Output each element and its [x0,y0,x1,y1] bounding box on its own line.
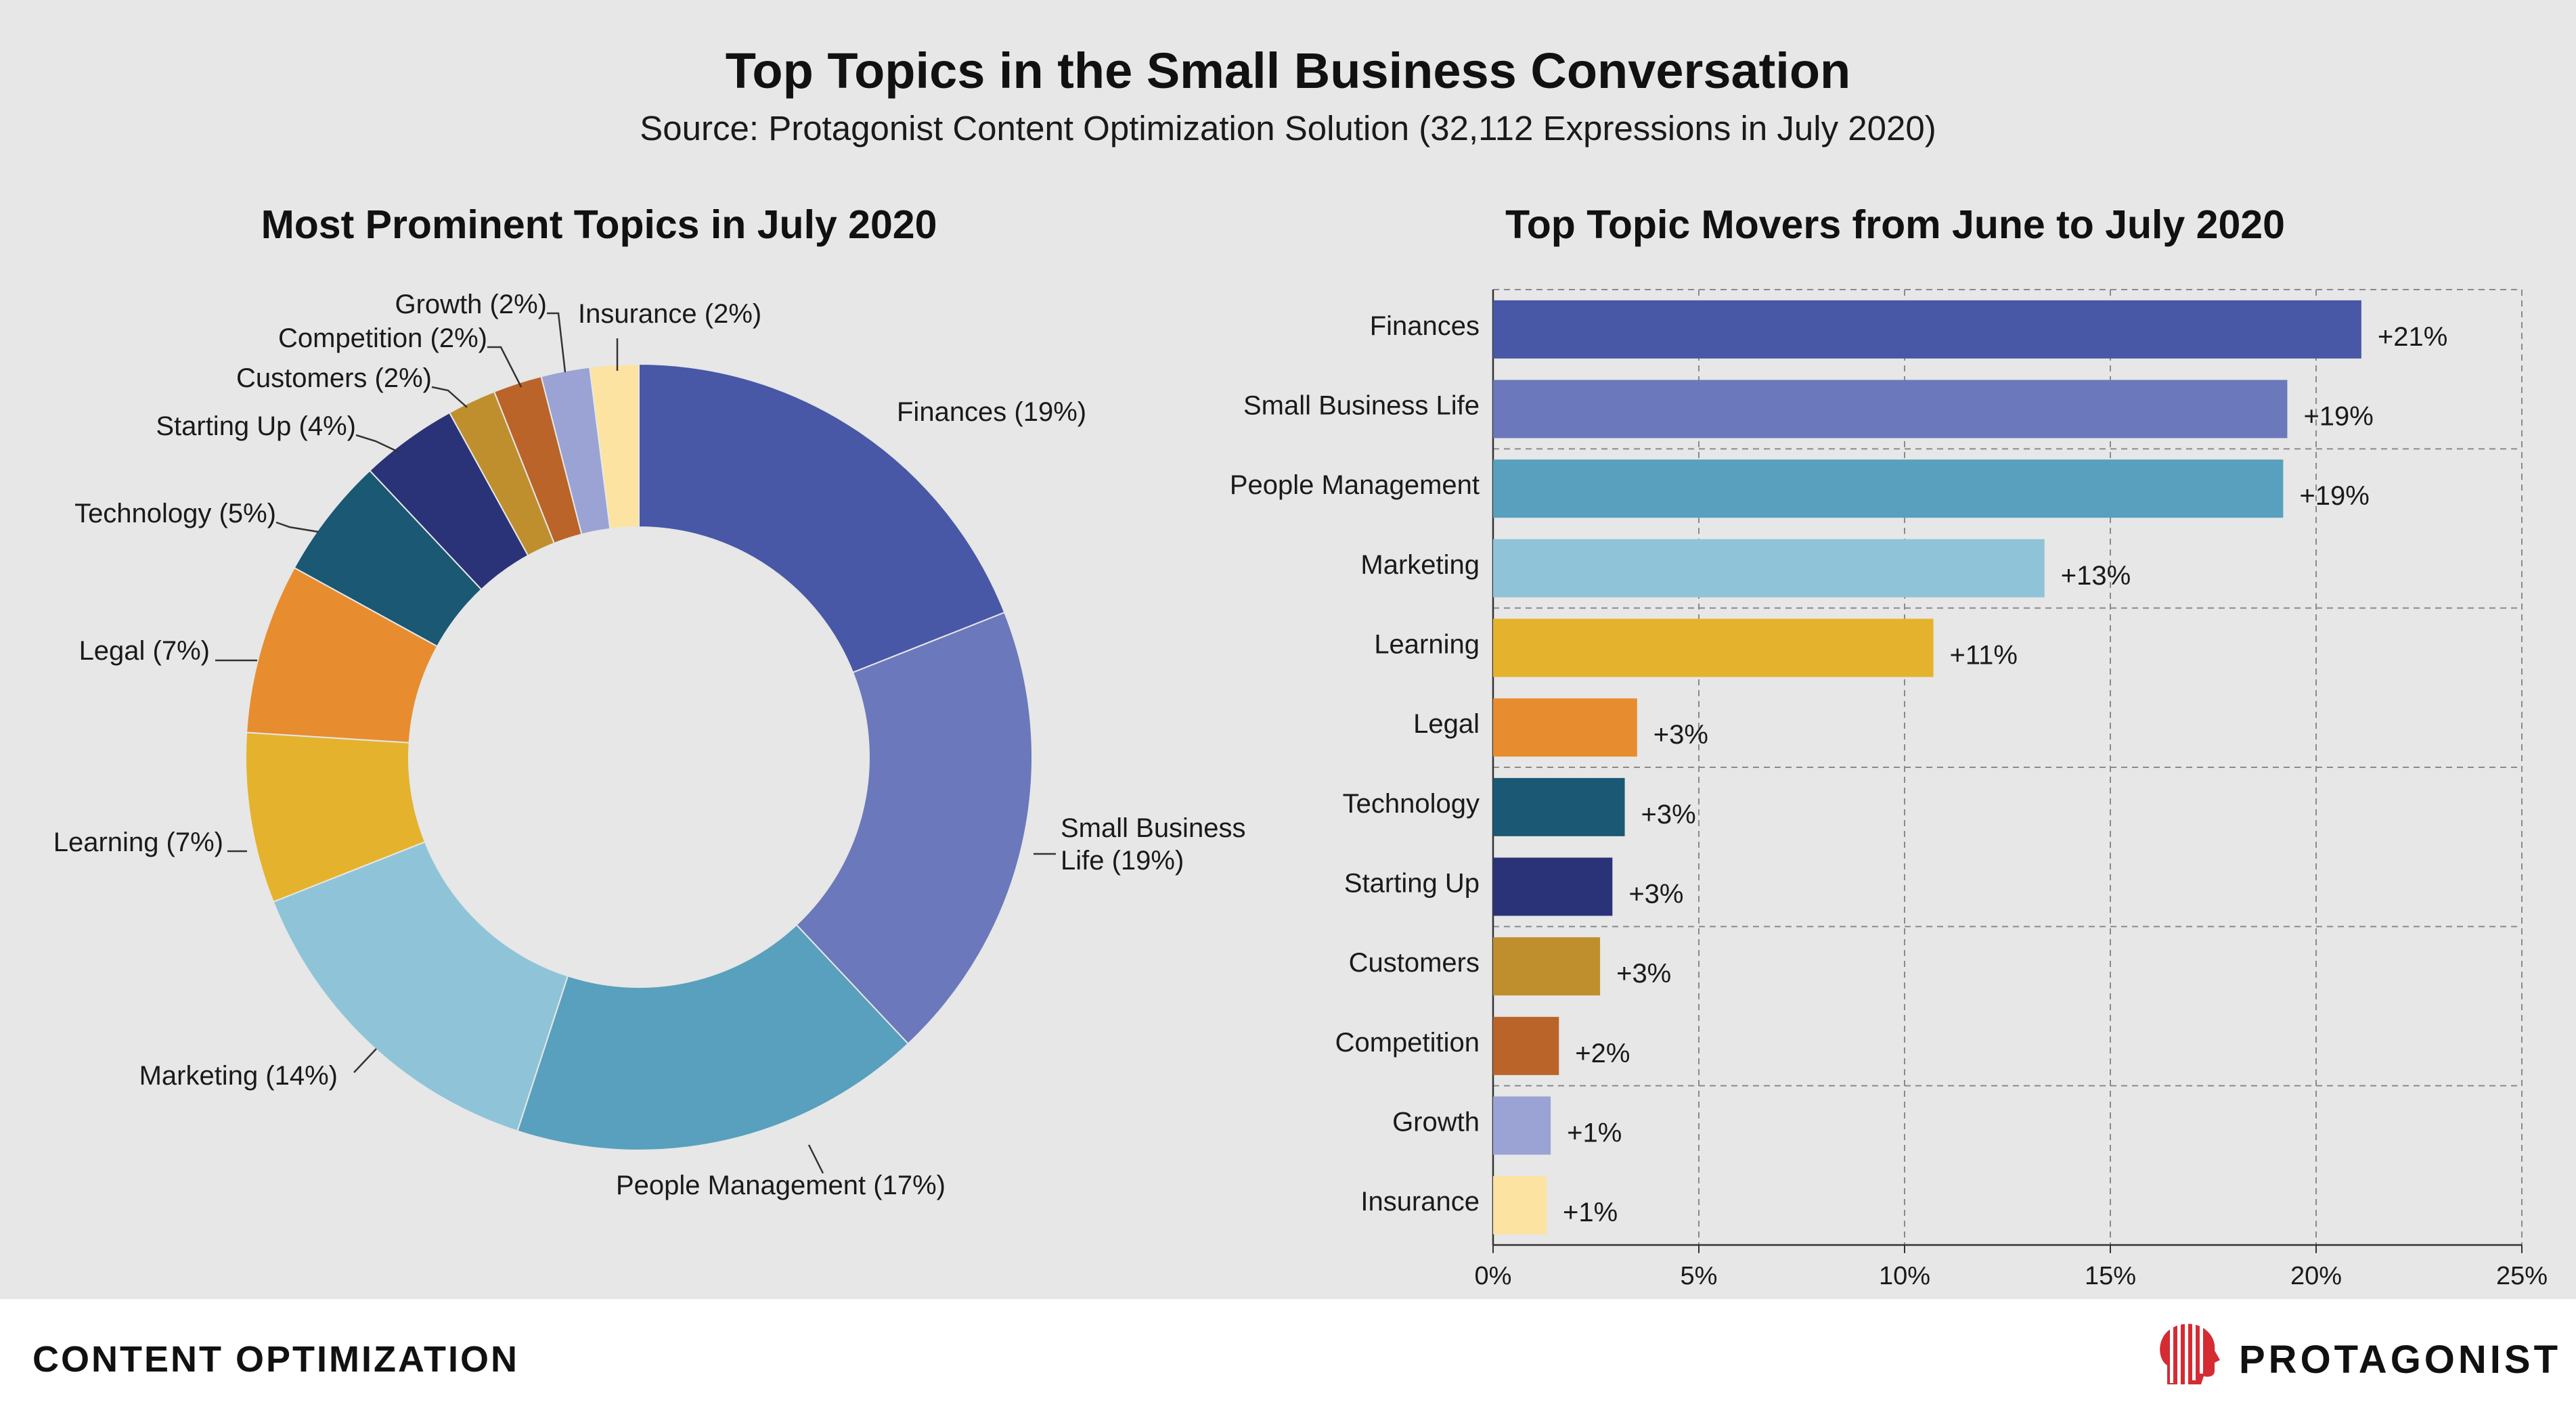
main-title: Top Topics in the Small Business Convers… [725,43,1851,99]
leader-line-people-management [807,1144,824,1174]
category-label-marketing: Marketing [1360,550,1480,580]
category-label-customers: Customers [1349,948,1480,978]
category-label-starting-up: Starting Up [1344,869,1480,899]
bar-insurance [1493,1176,1547,1235]
value-label-legal: +3% [1653,720,1708,750]
category-label-technology: Technology [1343,789,1480,819]
donut-label-people-management: People Management (17%) [616,1171,946,1200]
donut-label-small-business-life: Small Business Life (19%) [1061,813,1245,876]
value-label-insurance: +1% [1563,1198,1618,1227]
leader-line-competition [487,346,523,388]
bar-growth [1493,1096,1551,1155]
bar-technology [1493,777,1625,836]
charts-svg: Finances (19%) Small Business Life (19%) Pe… [53,289,2548,1290]
category-label-finances: Finances [1370,311,1480,341]
category-label-insurance: Insurance [1360,1187,1480,1217]
value-label-starting-up: +3% [1628,880,1683,909]
brand-name: PROTAGONIST [2239,1338,2562,1382]
category-label-people-management: People Management [1230,470,1480,500]
donut-label-growth: Growth (2%) [395,290,548,319]
donut-label-insurance: Insurance (2%) [578,299,761,329]
subtitle: Source: Protagonist Content Optimization… [640,109,1936,148]
donut-slice-small-business-life [795,611,1033,1045]
donut-label-competition: Competition (2%) [278,323,487,353]
leader-line-growth [547,312,567,373]
x-tick-label: 25% [2496,1262,2548,1290]
category-label-small-business-life: Small Business Life [1243,391,1480,421]
bar-marketing [1493,539,2045,597]
value-label-technology: +3% [1641,800,1696,830]
donut-label-learning: Learning (7%) [53,828,223,857]
leader-line-customers [431,386,468,408]
x-tick-label: 10% [1879,1262,1930,1290]
leader-line-technology [275,521,319,533]
bar-starting-up [1493,857,1613,916]
donut-slice-finances [638,363,1006,674]
protagonist-head-icon [2160,1322,2220,1384]
bar-legal [1493,698,1637,757]
bar-finances [1493,300,2361,359]
donut-label-marketing: Marketing (14%) [139,1061,338,1091]
bar-chart: 0% 5% 10% 15% 20% 25% Finances +21% Small Busine… [1230,289,2548,1290]
category-label-competition: Competition [1335,1028,1480,1058]
donut-slice-insurance [589,363,640,530]
value-label-learning: +11% [1950,641,2018,671]
donut-label-finances: Finances (19%) [897,397,1086,427]
bar-chart-title: Top Topic Movers from June to July 2020 [1505,202,2285,247]
bar-people-management [1493,459,2284,518]
donut-slice-marketing [272,840,569,1132]
x-tick-label: 20% [2290,1262,2342,1290]
value-label-finances: +21% [2378,322,2447,352]
value-label-growth: +1% [1567,1118,1622,1148]
x-tick-label: 5% [1681,1262,1718,1290]
donut-label-starting-up: Starting Up (4%) [156,411,356,441]
bar-small-business-life [1493,380,2288,438]
x-tick-label: 15% [2085,1262,2136,1290]
bar-learning [1493,618,1934,677]
value-label-people-management: +19% [2299,481,2369,511]
category-label-learning: Learning [1374,630,1480,660]
bar-competition [1493,1016,1559,1075]
category-label-growth: Growth [1392,1108,1480,1137]
donut-label-customers: Customers (2%) [236,363,432,393]
protagonist-logo: PROTAGONIST [2152,1314,2558,1395]
donut-slice-people-management [516,924,910,1151]
bar-customers [1493,937,1601,996]
leader-line-starting-up [355,434,399,453]
leader-line-marketing [353,1048,377,1073]
value-label-marketing: +13% [2061,561,2131,591]
value-label-competition: +2% [1575,1039,1630,1068]
value-label-small-business-life: +19% [2303,402,2373,432]
donut-label-legal: Legal (7%) [79,636,210,666]
x-tick-label: 0% [1475,1262,1512,1290]
category-label-legal: Legal [1413,709,1480,739]
value-label-customers: +3% [1616,959,1671,989]
donut-chart: Finances (19%) Small Business Life (19%) Pe… [53,290,1246,1200]
donut-chart-title: Most Prominent Topics in July 2020 [261,202,937,247]
footer-label: CONTENT OPTIMIZATION [32,1339,519,1380]
donut-label-technology: Technology (5%) [74,499,276,528]
